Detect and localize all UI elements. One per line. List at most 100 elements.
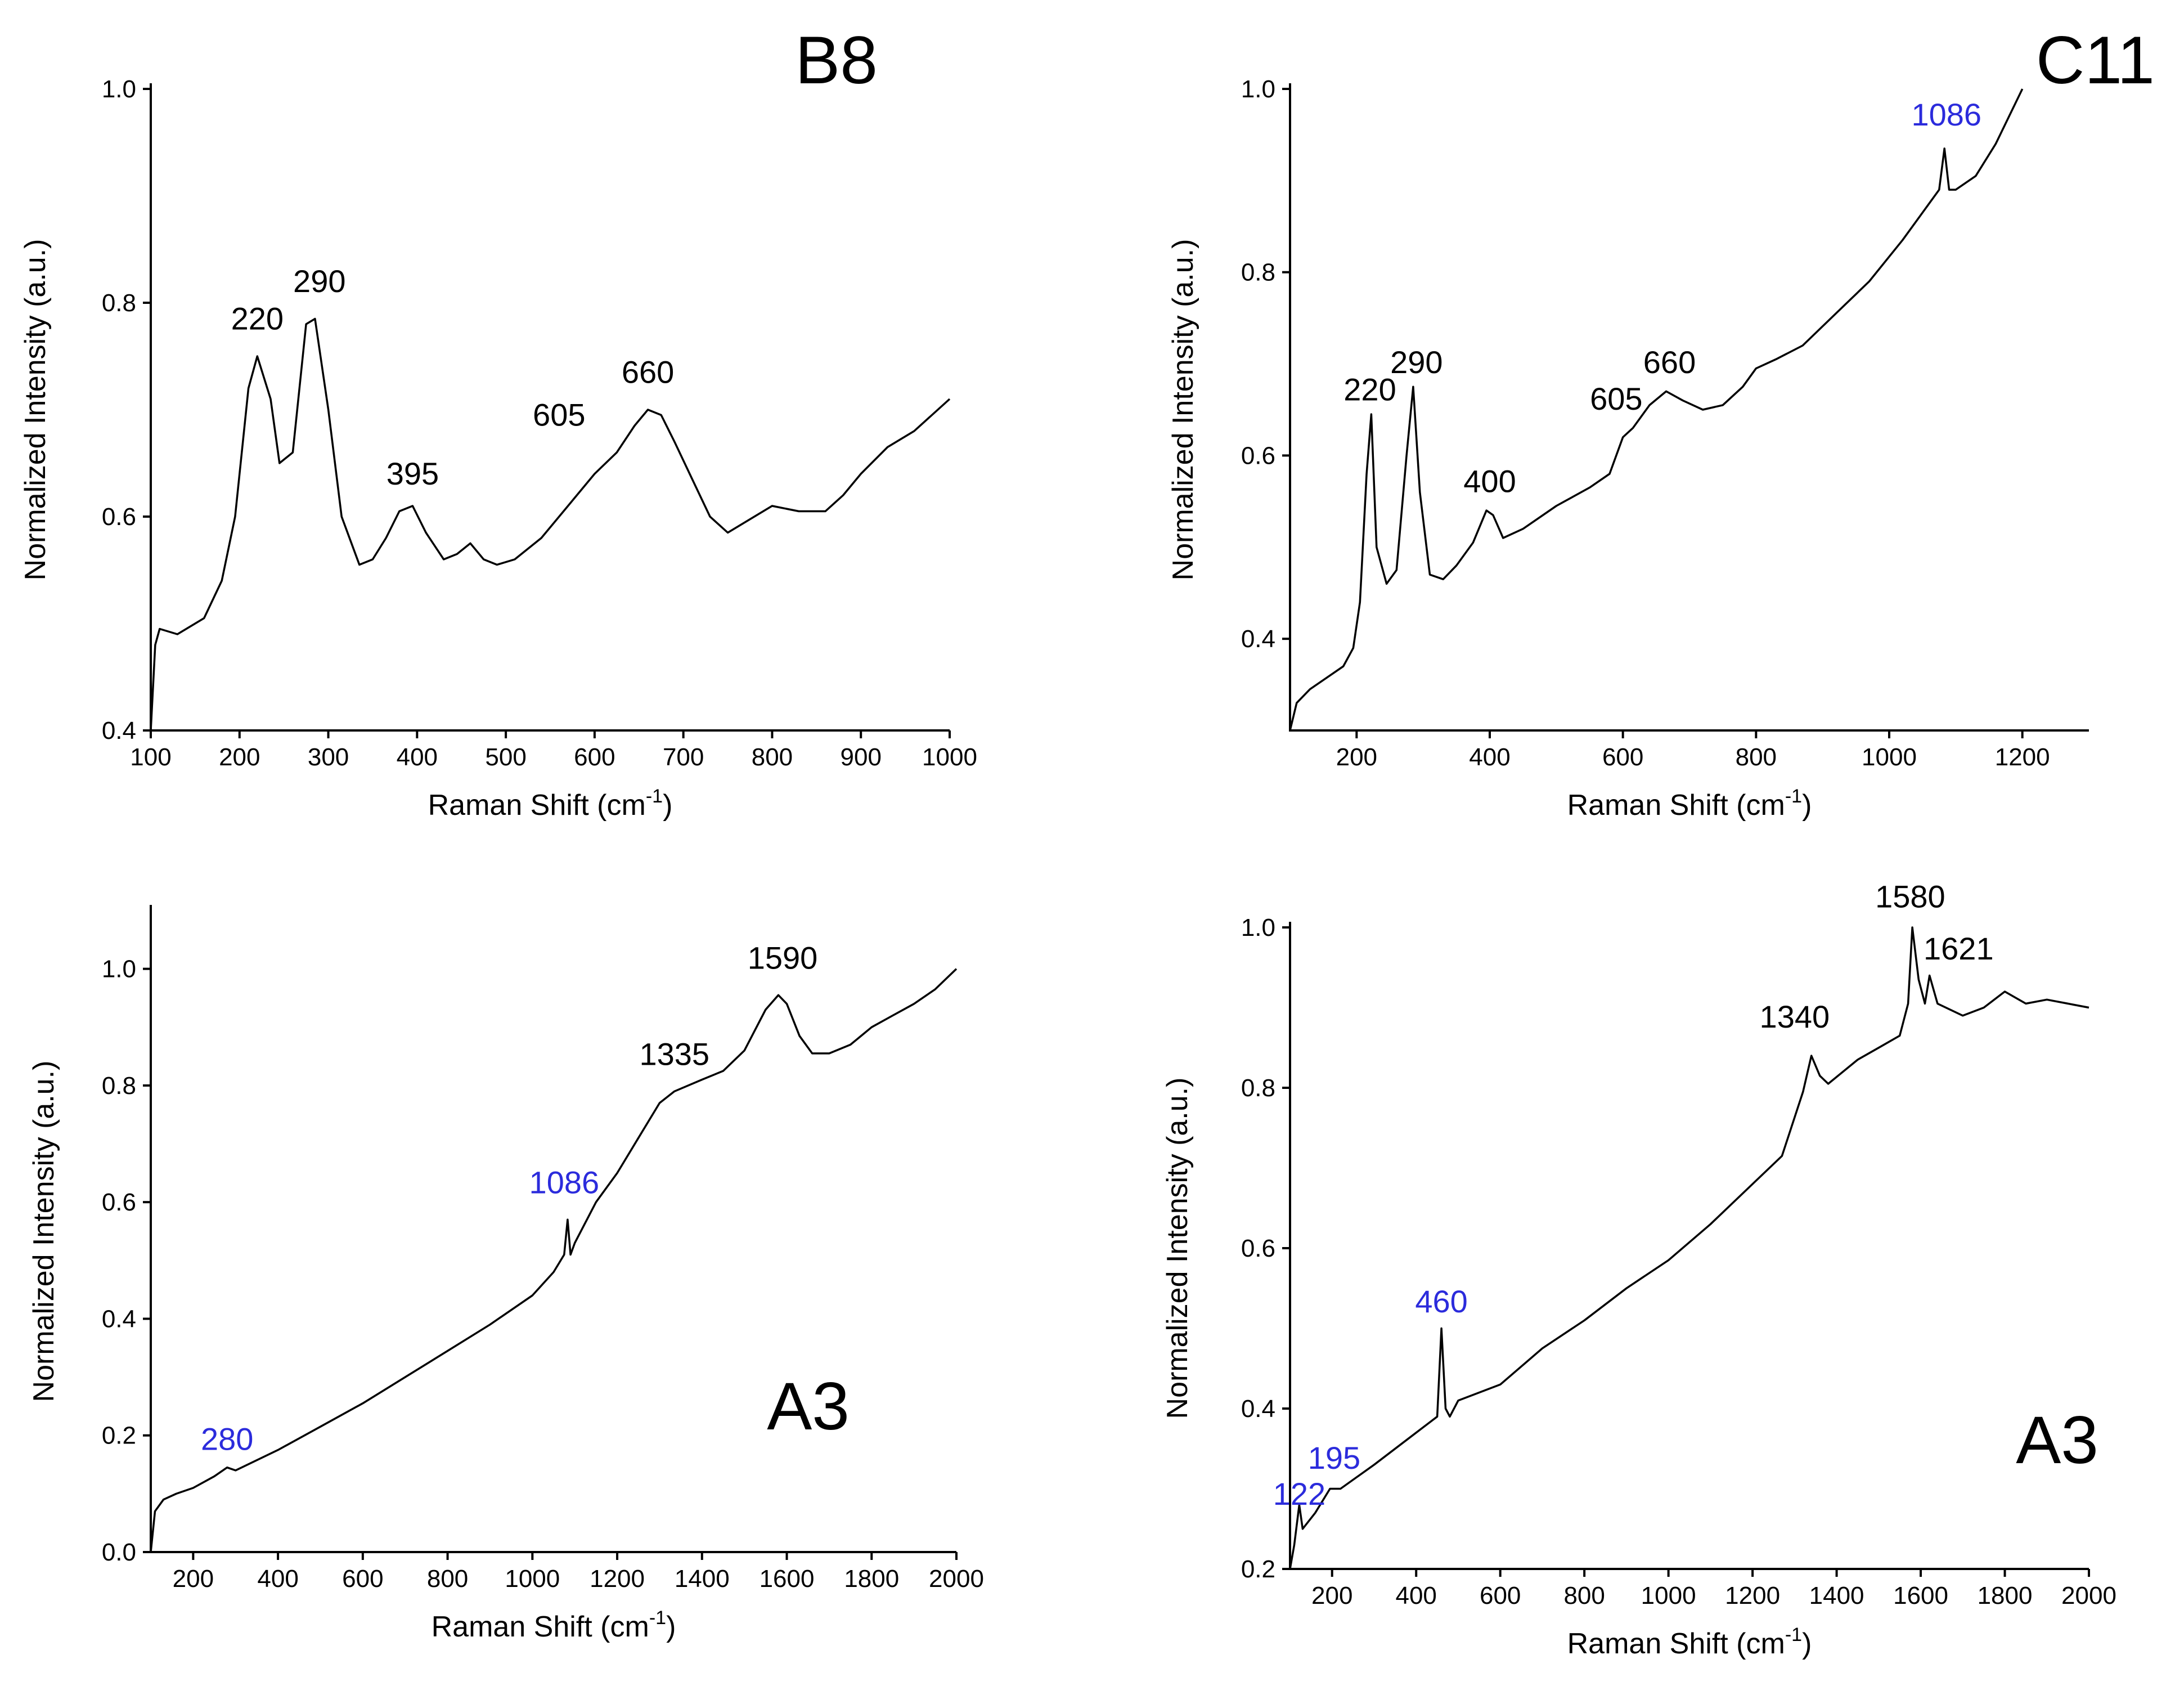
peak-label: 1340 xyxy=(1760,999,1830,1034)
y-tick-label: 0.8 xyxy=(1241,1074,1275,1102)
x-tick-label: 300 xyxy=(308,743,349,771)
y-tick-label: 1.0 xyxy=(102,75,136,103)
x-tick-label: 400 xyxy=(1395,1582,1436,1609)
spectrum-line xyxy=(1289,88,2024,731)
x-axis-label-text: Raman Shift (cm xyxy=(1567,789,1785,822)
x-axis-label-close: ) xyxy=(1802,789,1812,822)
x-tick-label: 1200 xyxy=(1995,743,2050,771)
peak-label: 290 xyxy=(293,263,345,299)
panel-label-b8: B8 xyxy=(795,23,878,98)
y-axis-label: Normalized Intensity (a.u.) xyxy=(1167,239,1199,581)
y-tick-label: 0.2 xyxy=(102,1422,136,1450)
x-tick-label: 1400 xyxy=(1809,1582,1864,1609)
x-tick-label: 900 xyxy=(841,743,882,771)
x-tick-label: 600 xyxy=(574,743,615,771)
y-tick-label: 0.4 xyxy=(1241,1395,1275,1423)
x-axis-label-text: Raman Shift (cm xyxy=(432,1611,649,1643)
x-tick-label: 800 xyxy=(752,743,793,771)
y-axis-label: Normalized Intensity (a.u.) xyxy=(19,239,52,581)
peak-label: 1580 xyxy=(1875,878,1945,914)
x-axis-label: Raman Shift (cm-1) xyxy=(432,1607,676,1643)
x-tick-label: 600 xyxy=(1602,743,1643,771)
peak-label: 1335 xyxy=(640,1037,710,1072)
x-tick-label: 1600 xyxy=(760,1565,815,1593)
peak-label: 122 xyxy=(1273,1476,1325,1512)
spectrum-line xyxy=(150,968,958,1553)
peak-label: 1086 xyxy=(1911,97,1981,132)
x-tick-label: 100 xyxy=(130,743,171,771)
spectrum-line xyxy=(150,317,951,731)
x-axis-label-superscript: -1 xyxy=(646,786,663,807)
x-tick-label: 2000 xyxy=(929,1565,984,1593)
peak-label: 220 xyxy=(1343,372,1396,407)
x-tick-label: 1800 xyxy=(1978,1582,2033,1609)
x-tick-label: 1800 xyxy=(844,1565,899,1593)
peak-label: 1621 xyxy=(1924,931,1994,966)
x-tick-label: 200 xyxy=(173,1565,214,1593)
peak-label: 660 xyxy=(622,355,674,390)
x-tick-label: 400 xyxy=(1469,743,1510,771)
y-axis-label: Normalized Intensity (a.u.) xyxy=(28,1061,60,1402)
panel-label-a3-right: A3 xyxy=(2016,1402,2098,1478)
x-tick-label: 1000 xyxy=(922,743,977,771)
y-tick-label: 0.8 xyxy=(102,1072,136,1100)
y-tick-label: 1.0 xyxy=(1241,914,1275,941)
chart-panel-b8: 100 200 300 400 500 600 700 800 900 1000 0.4 0.6 0.8… xyxy=(19,23,977,822)
y-axis-label: Normalized Intensity (a.u.) xyxy=(1161,1078,1194,1419)
x-tick-label: 1200 xyxy=(590,1565,645,1593)
x-tick-label: 500 xyxy=(485,743,526,771)
x-tick-label: 600 xyxy=(1480,1582,1521,1609)
peak-label: 195 xyxy=(1308,1440,1360,1476)
peak-label: 290 xyxy=(1390,344,1442,380)
x-tick-label: 1400 xyxy=(675,1565,730,1593)
y-tick-label: 0.8 xyxy=(1241,259,1275,286)
peak-label: 1086 xyxy=(529,1165,600,1200)
y-tick-label: 0.4 xyxy=(1241,625,1275,653)
x-axis-label-text: Raman Shift (cm xyxy=(428,789,646,822)
y-tick-label: 0.6 xyxy=(102,1189,136,1216)
x-tick-label: 800 xyxy=(427,1565,468,1593)
x-axis-label-close: ) xyxy=(666,1611,676,1643)
peak-label: 395 xyxy=(387,456,439,491)
x-axis-label-superscript: -1 xyxy=(649,1607,666,1629)
x-tick-label: 1200 xyxy=(1725,1582,1780,1609)
y-tick-label: 1.0 xyxy=(102,956,136,983)
y-tick-label: 0.8 xyxy=(102,289,136,317)
x-tick-label: 400 xyxy=(397,743,438,771)
axes-frame xyxy=(150,905,956,1553)
y-tick-label: 0.6 xyxy=(1241,442,1275,469)
x-axis-label-superscript: -1 xyxy=(1785,1624,1802,1645)
x-tick-label: 2000 xyxy=(2061,1582,2116,1609)
x-axis-label: Raman Shift (cm-1) xyxy=(1567,1624,1812,1660)
spectrum-line xyxy=(1289,926,2089,1570)
y-tick-label: 0.4 xyxy=(102,1305,136,1333)
peak-label: 660 xyxy=(1643,344,1696,380)
y-tick-label: 0.6 xyxy=(1241,1235,1275,1262)
x-tick-label: 800 xyxy=(1736,743,1777,771)
x-tick-label: 200 xyxy=(219,743,260,771)
peak-label: 605 xyxy=(533,397,585,433)
chart-panel-a3-left: 200 400 600 800 1000 1200 1400 1600 1800 2000 0.0 0… xyxy=(28,905,984,1643)
peak-label: 220 xyxy=(231,301,284,337)
peak-label: 280 xyxy=(201,1422,253,1457)
x-axis-label: Raman Shift (cm-1) xyxy=(1567,786,1812,822)
y-tick-label: 0.4 xyxy=(102,717,136,745)
x-tick-label: 600 xyxy=(342,1565,383,1593)
y-tick-label: 1.0 xyxy=(1241,75,1275,103)
panel-label-c11: C11 xyxy=(2036,23,2155,98)
x-axis-label: Raman Shift (cm-1) xyxy=(428,786,673,822)
x-axis-label-superscript: -1 xyxy=(1785,786,1802,807)
peak-label: 605 xyxy=(1590,381,1642,416)
axes-frame xyxy=(1289,922,2089,1570)
x-axis-label-text: Raman Shift (cm xyxy=(1567,1627,1785,1660)
x-tick-label: 1600 xyxy=(1893,1582,1948,1609)
x-tick-label: 800 xyxy=(1563,1582,1605,1609)
chart-panel-a3-right: 200 400 600 800 1000 1200 1400 1600 1800 2000 0.2 0… xyxy=(1161,878,2116,1660)
x-tick-label: 1000 xyxy=(505,1565,560,1593)
x-tick-label: 1000 xyxy=(1641,1582,1696,1609)
y-tick-label: 0.6 xyxy=(102,503,136,531)
x-tick-label: 200 xyxy=(1336,743,1377,771)
x-axis-label-close: ) xyxy=(1802,1627,1812,1660)
y-tick-label: 0.0 xyxy=(102,1539,136,1566)
